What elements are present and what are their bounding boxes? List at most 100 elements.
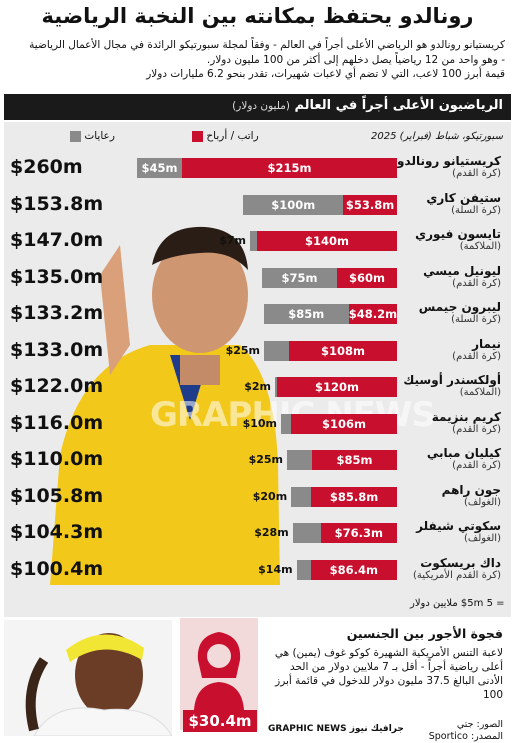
ronaldo-photo (50, 226, 280, 585)
photo-credit: الصور: جتي (456, 719, 503, 730)
legend-label-salary: راتب / أرباح (206, 130, 259, 142)
salary-bar: $108m (289, 340, 397, 361)
endorsement-bar (264, 340, 289, 361)
athlete-sport: (كرة القدم) (452, 350, 501, 362)
footer-credits: الصور: جتي المصدر: Sportico (429, 719, 503, 743)
salary-bar: $215m (182, 158, 397, 178)
total-label: $116.0m (10, 411, 104, 434)
section-title: الرياضيون الأعلى أجراً في العالم (294, 98, 503, 113)
intro-line: كريستيانو رونالدو هو الرياضي الأعلى أجرا… (29, 39, 505, 51)
athlete-sport: (الملاكمة) (459, 241, 501, 252)
salary-bar: $85m (312, 450, 397, 470)
headline: رونالدو يحتفظ بمكانته بين النخبة الرياضي… (41, 4, 474, 28)
endorsement-bar (292, 523, 321, 543)
total-label: $147.0m (10, 229, 104, 251)
endorsement-label: $10m (242, 416, 277, 430)
athlete-sport: (كرة القدم) (452, 168, 501, 179)
athlete-sport: (كرة القدم الأمريكية) (412, 569, 501, 581)
athlete-sport: (الغولف) (463, 533, 501, 544)
endorsement-bar (291, 486, 312, 507)
legend-swatch-grey (70, 130, 81, 142)
endorsement-bar: $85m (263, 304, 349, 324)
athlete-name: كريستيانو رونالدو (397, 154, 501, 168)
source-credit: المصدر: Sportico (428, 731, 503, 742)
total-label: $133.2m (10, 302, 104, 324)
athlete-name-block: ليونيل ميسي (كرة القدم) (423, 264, 501, 290)
athlete-name-block: كريم بنزيمة (كرة القدم) (432, 410, 501, 436)
total-label: $260m (10, 156, 83, 178)
intro-text: كريستيانو رونالدو هو الرياضي الأعلى أجرا… (10, 38, 505, 82)
athlete-name: جون راهم (441, 482, 501, 497)
source-date: سبورتيكو، شباط (فبراير) 2025 (371, 131, 503, 142)
brand-logo: GRAPHIC NEWS جرافيك نيوز (268, 724, 404, 734)
endorsement-bar (275, 377, 277, 397)
athlete-name: ليونيل ميسي (423, 263, 501, 278)
athlete-name: داك بريسكوت (420, 555, 501, 570)
total-label: $133.0m (10, 338, 104, 361)
endorsement-label: $25m (248, 453, 283, 466)
legend-salary: راتب / أرباح (192, 130, 259, 142)
endorsement-bar: $100m (243, 194, 344, 215)
salary-bar: $53.8m (343, 194, 397, 215)
athlete-name: سكوتي شيفلر (416, 519, 501, 533)
total-label: $135.0m (10, 265, 104, 288)
gender-gap-text: لاعبة التنس الأمريكية الشهيرة كوكو غوف (… (274, 647, 503, 701)
athlete-name: كيليان مبابي (426, 446, 501, 460)
section-unit: (مليون دولار) (232, 100, 290, 112)
athlete-name-block: داك بريسكوت (كرة القدم الأمريكية) (413, 556, 501, 582)
scale-note: = $5m 5 ملايين دولار (410, 598, 505, 609)
gender-gap-title: فجوة الأجور بين الجنسين (346, 626, 503, 641)
athlete-name: نيمار (472, 336, 501, 351)
athlete-name-block: ستيفن كاري (كرة السلة) (426, 191, 501, 217)
athlete-name: كريم بنزيمة (431, 409, 501, 424)
athlete-sport: (كرة القدم) (452, 423, 501, 435)
total-label: $100.4m (10, 557, 104, 580)
endorsement-bar: $75m (262, 267, 337, 288)
athlete-name-block: كريستيانو رونالدو (كرة القدم) (397, 154, 501, 180)
athlete-name-block: سكوتي شيفلر (الغولف) (416, 519, 501, 545)
salary-bar: $86.4m (310, 559, 397, 580)
athlete-name: ستيفن كاري (426, 190, 501, 205)
total-label: $104.3m (10, 521, 104, 543)
salary-bar: $120m (277, 377, 397, 397)
endorsement-label: $7m (219, 234, 246, 247)
endorsement-label: $2m (244, 380, 271, 393)
athlete-sport: (الغولف) (463, 496, 501, 508)
salary-bar: $76.3m (320, 523, 397, 543)
salary-bar: $60m (337, 267, 397, 288)
salary-bar: $48.2m (348, 304, 397, 324)
intro-line: قيمة أبرز 100 لاعب، التي لا تضم أي لاعبا… (146, 68, 505, 80)
athlete-name-block: نيمار (كرة القدم) (452, 337, 501, 363)
total-label: $122.0m (10, 375, 104, 397)
total-label: $110.0m (10, 448, 104, 470)
endorsement-bar (287, 450, 312, 470)
athlete-name-block: كيليان مبابي (كرة القدم) (427, 446, 501, 472)
athlete-name-block: تايسون فيوري (الملاكمة) (415, 227, 501, 253)
athlete-name: تايسون فيوري (415, 227, 501, 241)
intro-line: - وهو واحد من 12 رياضياً يصل دخلهم إلى أ… (206, 53, 505, 66)
athlete-sport: (كرة السلة) (451, 204, 501, 216)
coco-gauff-photo (4, 620, 172, 736)
athlete-name-block: ليبرون جيمس (كرة السلة) (419, 300, 501, 326)
endorsement-bar: $45m (137, 158, 182, 178)
athlete-name: ليبرون جيمس (418, 300, 501, 314)
legend-label-endorsements: رعايات (84, 130, 115, 142)
athlete-name-block: أولكسندر أوسيك (الملاكمة) (403, 373, 501, 399)
legend-swatch-red (192, 130, 203, 142)
endorsement-label: $20m (252, 489, 288, 503)
salary-bar: $140m (257, 231, 397, 251)
section-title-bar: الرياضيون الأعلى أجراً في العالم (مليون … (4, 94, 511, 120)
total-label: $153.8m (10, 192, 104, 215)
endorsement-label: $28m (254, 526, 289, 539)
athlete-name-block: جون راهم (الغولف) (442, 483, 501, 509)
athlete-sport: (الملاكمة) (459, 387, 501, 398)
salary-bar: $85.8m (311, 486, 397, 507)
endorsement-label: $25m (225, 343, 260, 357)
athlete-name: أولكسندر أوسيك (403, 373, 501, 387)
endorsement-bar (250, 231, 257, 251)
legend-endorsements: رعايات (70, 130, 115, 142)
athlete-sport: (كرة القدم) (452, 277, 501, 289)
salary-bar: $106m (291, 413, 397, 434)
endorsement-bar (296, 559, 311, 580)
athlete-sport: (كرة القدم) (452, 460, 501, 471)
